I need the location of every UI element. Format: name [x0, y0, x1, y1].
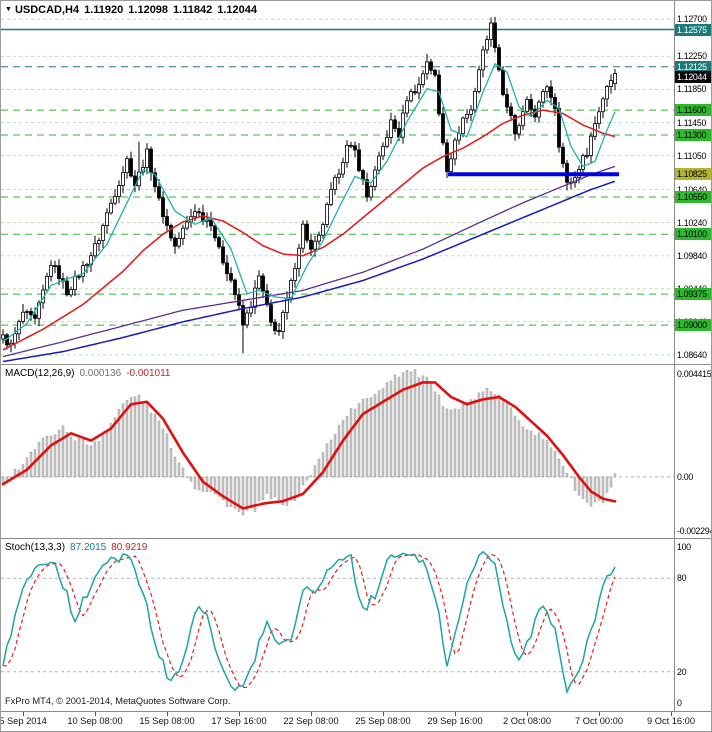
time-tick [23, 712, 24, 716]
macd-value-signal: -0.001011 [126, 368, 171, 379]
axis-separator [674, 1, 675, 711]
stoch-value-signal: 80.9219 [111, 542, 148, 553]
ohlc-open: 1.11920 [84, 4, 124, 16]
price-level-badge: 1.09000 [675, 319, 711, 332]
candlesticks [1, 16, 617, 354]
symbol-dropdown-icon[interactable]: ▼ [5, 6, 12, 13]
price-axis-label: 1.12250 [677, 51, 707, 62]
time-tick [95, 712, 96, 716]
price-axis-label: 1.08640 [677, 349, 707, 360]
chart-header: ▼ USDCAD,H4 1.11920 1.12098 1.11842 1.12044 [5, 4, 257, 16]
price-level-badge: 1.10825 [675, 168, 711, 181]
time-axis-label: 25 Sep 08:00 [355, 716, 411, 726]
symbol-period-label: USDCAD,H4 [14, 4, 80, 16]
price-level-badge: 1.10550 [675, 190, 711, 203]
price-chart-canvas[interactable] [1, 1, 674, 364]
time-axis-label: 10 Sep 08:00 [67, 716, 123, 726]
macd-value-main: 0.000136 [79, 368, 122, 379]
macd-scale-label: -0.0022940 [677, 526, 711, 536]
price-level-badge: 1.12044 [675, 71, 711, 84]
macd-histogram [1, 369, 617, 516]
time-tick [527, 712, 528, 716]
price-axis-label: 1.12700 [677, 14, 707, 25]
stoch-name: Stoch(13,3,3) [5, 542, 66, 553]
macd-signal-line [1, 381, 617, 510]
price-level-badge: 1.11300 [675, 128, 711, 141]
macd-scale-label: 0.0044153 [677, 369, 712, 379]
ma-blue-line [2, 180, 616, 363]
price-axis-label: 1.11050 [677, 150, 707, 161]
price-axis-label: 1.10640 [677, 184, 707, 195]
macd-panel-canvas[interactable] [1, 365, 674, 538]
time-tick [455, 712, 456, 716]
ma-teal-line [2, 62, 616, 343]
time-tick [239, 712, 240, 716]
time-axis-label: 15 Sep 08:00 [139, 716, 195, 726]
stoch-scale-label: 0 [677, 698, 682, 708]
time-axis-label: 22 Sep 08:00 [283, 716, 339, 726]
price-axis-label: 1.11450 [677, 117, 707, 128]
time-axis-label: 9 Oct 16:00 [646, 716, 696, 726]
price-axis-label: 1.09840 [677, 250, 707, 261]
stoch-scale-label: 20 [677, 666, 687, 677]
stoch-scale-label: 80 [677, 573, 687, 584]
time-axis-label: 5 Sep 2014 [0, 716, 47, 726]
level-lines[interactable] [1, 28, 674, 326]
panel-separator[interactable] [1, 538, 711, 539]
price-level-badge: 1.09375 [675, 288, 711, 301]
price-axis-label: 1.10240 [677, 217, 707, 228]
stoch-value-main: 87.2015 [70, 542, 107, 553]
price-level-badge: 1.10100 [675, 228, 711, 241]
ohlc-low: 1.11842 [173, 4, 213, 16]
stoch-scale-label: 100 [677, 542, 691, 552]
time-tick [599, 712, 600, 716]
ohlc-high: 1.12098 [128, 4, 169, 16]
ma-violet-line [2, 165, 616, 358]
macd-scale-label: 0.00 [677, 471, 693, 482]
time-tick [311, 712, 312, 716]
time-axis[interactable]: 5 Sep 2014 10 Sep 08:00 15 Sep 08:00 17 Sep… [0, 712, 711, 731]
price-level-badge: 1.11600 [675, 104, 711, 117]
time-axis-label: 7 Oct 00:00 [574, 716, 624, 726]
macd-label: MACD(12,26,9) 0.000136 -0.001011 [5, 368, 170, 379]
time-tick [383, 712, 384, 716]
stoch-panel-canvas[interactable] [1, 539, 674, 711]
price-level-badge: 1.12575 [675, 23, 711, 36]
time-tick [671, 712, 672, 716]
panel-separator [1, 711, 711, 712]
time-tick [167, 712, 168, 716]
price-level-badge: 1.12125 [675, 60, 711, 73]
stoch-label: Stoch(13,3,3) 87.2015 80.9219 [5, 542, 147, 553]
ma-red-line [2, 109, 616, 351]
time-axis-label: 29 Sep 16:00 [427, 716, 483, 726]
price-axis-label: 1.11850 [677, 84, 707, 95]
ohlc-close: 1.12044 [217, 4, 257, 16]
grid-lines [1, 18, 674, 356]
stoch-main-line [2, 550, 616, 695]
copyright-text: FxPro MT4, © 2001-2014, MetaQuotes Softw… [5, 696, 231, 706]
panel-separator[interactable] [1, 364, 711, 365]
time-axis-label: 17 Sep 16:00 [211, 716, 267, 726]
stoch-signal-line [3, 553, 616, 689]
time-axis-label: 2 Oct 08:00 [502, 716, 552, 726]
macd-name: MACD(12,26,9) [5, 368, 75, 379]
